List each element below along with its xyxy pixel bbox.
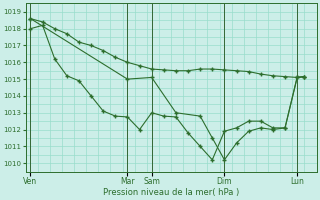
X-axis label: Pression niveau de la mer( hPa ): Pression niveau de la mer( hPa ) — [103, 188, 239, 197]
